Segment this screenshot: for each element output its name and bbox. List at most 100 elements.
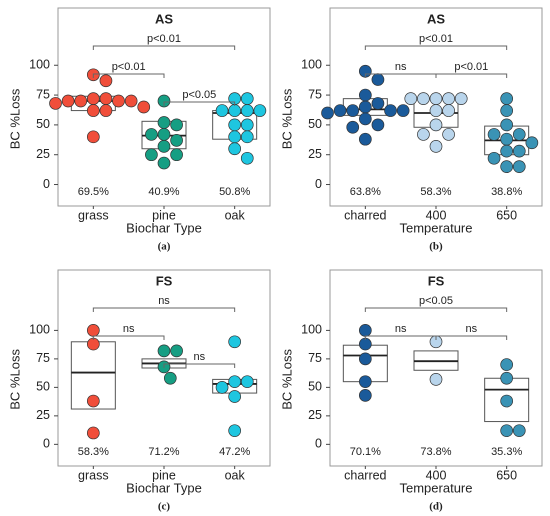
data-point: [417, 92, 430, 106]
data-point: [500, 424, 514, 438]
data-point: [99, 104, 113, 117]
x-axis-label: Temperature: [400, 220, 473, 235]
significance-bracket: [364, 307, 508, 312]
data-point: [228, 104, 242, 117]
x-tick-label: 650: [496, 468, 517, 482]
y-axis-label: BC %Loss: [7, 349, 22, 410]
data-point: [512, 144, 526, 158]
data-point: [358, 132, 372, 146]
significance-bracket: [435, 335, 508, 340]
data-point: [358, 375, 372, 389]
significance-bracket: [92, 45, 236, 50]
data-point: [86, 130, 100, 144]
x-tick-label: pine: [152, 468, 176, 482]
significance-bracket: [163, 363, 236, 368]
data-point: [500, 160, 514, 173]
significance-label: ns: [395, 323, 407, 335]
y-tick-label: 0: [43, 177, 50, 191]
data-point: [454, 92, 468, 106]
mean-label: 71.2%: [148, 446, 179, 458]
data-point: [512, 160, 526, 173]
x-tick-label: grass: [78, 468, 109, 482]
data-point: [487, 151, 501, 165]
data-point: [500, 358, 514, 371]
data-point: [500, 92, 514, 106]
y-tick-label: 0: [43, 437, 50, 451]
data-point: [358, 352, 372, 366]
data-point: [358, 324, 372, 337]
y-tick-label: 0: [315, 437, 322, 451]
y-tick-label: 25: [36, 408, 50, 422]
panel-title: AS: [155, 11, 173, 26]
y-tick-label: 75: [308, 351, 322, 365]
significance-label: ns: [123, 323, 135, 335]
data-point: [240, 104, 254, 117]
data-point: [215, 381, 229, 394]
x-axis-label: Biochar Type: [126, 480, 202, 495]
data-point: [157, 156, 171, 170]
data-point: [442, 104, 455, 117]
significance-label: p<0.05: [419, 295, 453, 307]
significance-label: ns: [466, 323, 478, 335]
y-tick-label: 75: [36, 87, 50, 101]
y-tick-label: 50: [36, 117, 50, 131]
data-point: [163, 371, 177, 385]
data-point: [512, 128, 526, 141]
data-point: [500, 371, 514, 385]
significance-label: ns: [395, 61, 407, 73]
panel-caption: (c): [158, 501, 171, 513]
data-point: [86, 324, 100, 337]
data-point: [417, 128, 430, 141]
data-point: [240, 130, 254, 144]
data-point: [253, 104, 267, 117]
x-tick-label: charred: [344, 208, 386, 222]
data-point: [429, 118, 443, 132]
x-tick-label: pine: [152, 208, 176, 222]
data-point: [170, 134, 183, 147]
significance-label: p<0.05: [182, 89, 216, 101]
y-tick-label: 100: [301, 323, 322, 337]
data-point: [170, 118, 183, 132]
data-point: [371, 118, 385, 132]
data-point: [500, 118, 514, 132]
panel-title: FS: [156, 273, 173, 288]
x-tick-label: 650: [496, 208, 517, 222]
y-tick-label: 25: [308, 408, 322, 422]
data-point: [429, 104, 443, 117]
data-point: [86, 92, 100, 106]
data-point: [170, 344, 183, 358]
data-point: [346, 104, 360, 117]
data-point: [371, 73, 385, 86]
significance-bracket: [92, 73, 165, 78]
y-tick-label: 75: [36, 351, 50, 365]
x-tick-label: 400: [426, 468, 447, 482]
data-point: [86, 394, 100, 408]
data-point: [358, 88, 372, 102]
data-point: [500, 132, 514, 146]
y-tick-label: 25: [308, 147, 322, 161]
data-point: [74, 94, 88, 108]
significance-label: p<0.01: [112, 61, 146, 73]
y-tick-label: 75: [308, 87, 322, 101]
data-point: [358, 100, 372, 114]
y-tick-label: 50: [308, 117, 322, 131]
data-point: [215, 104, 229, 117]
data-point: [404, 92, 418, 106]
data-point: [157, 344, 171, 358]
data-point: [49, 97, 62, 110]
significance-bracket: [364, 45, 508, 50]
x-axis-label: Biochar Type: [126, 220, 202, 235]
data-point: [358, 112, 372, 126]
mean-label: 47.2%: [219, 446, 250, 458]
panel-caption: (a): [158, 241, 171, 253]
data-point: [228, 142, 242, 156]
x-tick-label: oak: [225, 468, 246, 482]
x-tick-label: grass: [78, 208, 109, 222]
data-point: [525, 136, 539, 150]
data-point: [228, 335, 242, 349]
mean-label: 38.8%: [491, 186, 522, 198]
significance-bracket: [92, 307, 236, 312]
data-point: [487, 128, 501, 141]
significance-label: p<0.01: [454, 61, 488, 73]
